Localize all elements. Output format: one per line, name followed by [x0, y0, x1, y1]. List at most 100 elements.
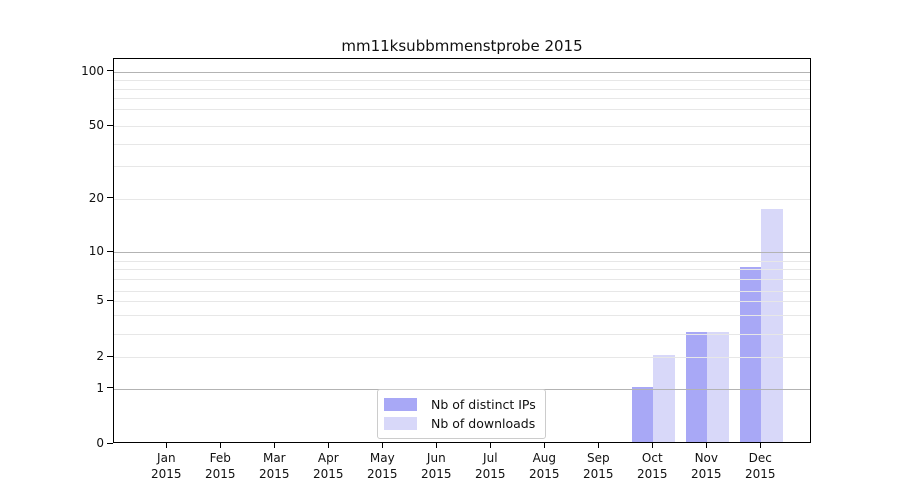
minor-gridline [114, 334, 810, 335]
x-tick-month: Feb [209, 451, 231, 465]
x-tick-mark [273, 443, 275, 448]
minor-gridline [114, 166, 810, 167]
x-tick-mark [759, 443, 761, 448]
minor-gridline [114, 301, 810, 302]
x-tick-mark [489, 443, 491, 448]
x-tick-month: Mar [262, 451, 286, 465]
bar-distinct-ips [739, 266, 762, 442]
legend-label: Nb of downloads [431, 416, 536, 431]
x-tick-year: 2015 [151, 467, 182, 481]
x-tick-label: Apr 2015 [300, 450, 356, 482]
gridlines-layer [114, 59, 810, 442]
x-tick-mark [651, 443, 653, 448]
x-tick-month: May [369, 451, 395, 465]
x-tick-year: 2015 [313, 467, 344, 481]
x-tick-month: Jul [483, 451, 498, 465]
minor-gridline [114, 80, 810, 81]
legend-item: Nb of downloads [384, 414, 536, 433]
legend-swatch [384, 417, 417, 430]
x-tick-month: Jan [157, 451, 176, 465]
y-tick-label: 2 [96, 349, 104, 363]
bars-layer [114, 59, 810, 442]
x-tick-label: Jan 2015 [138, 450, 194, 482]
y-tick-label: 100 [81, 63, 104, 78]
bar-distinct-ips [631, 386, 654, 442]
x-tick-year: 2015 [691, 467, 722, 481]
minor-gridline [114, 98, 810, 99]
x-tick-label: Sep 2015 [570, 450, 626, 482]
x-tick-mark [435, 443, 437, 448]
x-tick-mark [381, 443, 383, 448]
x-tick-year: 2015 [529, 467, 560, 481]
x-tick-month: Aug [532, 451, 557, 465]
minor-gridline [114, 315, 810, 316]
x-tick-month: Sep [586, 451, 610, 465]
x-tick-year: 2015 [205, 467, 236, 481]
x-tick-label: Aug 2015 [516, 450, 572, 482]
x-tick-month: Dec [748, 451, 772, 465]
y-tick-label: 5 [96, 293, 104, 307]
x-tick-year: 2015 [475, 467, 506, 481]
x-tick-mark [219, 443, 221, 448]
x-tick-label: Jul 2015 [462, 450, 518, 482]
minor-gridline [114, 290, 810, 292]
major-gridline [114, 71, 810, 73]
x-tick-mark [597, 443, 599, 448]
y-tick-mark [107, 442, 113, 444]
x-tick-year: 2015 [421, 467, 452, 481]
x-tick-mark [165, 443, 167, 448]
x-tick-label: Oct 2015 [624, 450, 680, 482]
y-tick-mark [107, 124, 113, 126]
y-tick-label: 0 [96, 436, 104, 450]
major-gridline [114, 252, 810, 253]
minor-gridline [114, 126, 810, 127]
bar-downloads [761, 209, 783, 442]
legend: Nb of distinct IPs Nb of downloads [377, 389, 546, 439]
x-tick-label: Jun 2015 [408, 450, 464, 482]
x-tick-year: 2015 [367, 467, 398, 481]
legend-label: Nb of distinct IPs [431, 397, 536, 412]
y-tick-mark [107, 250, 113, 252]
plot-area [113, 58, 811, 443]
x-tick-year: 2015 [583, 467, 614, 481]
x-tick-mark [705, 443, 707, 448]
x-tick-label: Feb 2015 [192, 450, 248, 482]
y-tick-label: 20 [88, 190, 104, 205]
y-tick-mark [107, 299, 113, 301]
y-tick-label: 50 [88, 118, 104, 132]
x-tick-year: 2015 [259, 467, 290, 481]
minor-gridline [114, 268, 810, 270]
x-tick-label: Nov 2015 [678, 450, 734, 482]
minor-gridline [114, 108, 810, 110]
legend-swatch [384, 398, 417, 411]
x-tick-label: Dec 2015 [732, 450, 788, 482]
bar-downloads [653, 355, 675, 442]
y-tick-mark [107, 387, 113, 389]
y-tick-mark [107, 197, 113, 199]
x-tick-month: Apr [317, 451, 339, 465]
bar-downloads [707, 332, 729, 442]
y-tick-mark [107, 355, 113, 357]
x-tick-year: 2015 [637, 467, 668, 481]
legend-item: Nb of distinct IPs [384, 395, 536, 414]
minor-gridline [114, 89, 810, 90]
minor-gridline [114, 143, 810, 145]
y-tick-label: 1 [96, 380, 104, 395]
x-tick-mark [327, 443, 329, 448]
bar-distinct-ips [685, 332, 708, 442]
x-tick-label: Mar 2015 [246, 450, 302, 482]
minor-gridline [114, 357, 810, 358]
x-tick-year: 2015 [745, 467, 776, 481]
y-tick-label: 10 [88, 244, 104, 258]
minor-gridline [114, 198, 810, 200]
x-tick-month: Jun [426, 451, 446, 465]
x-tick-month: Nov [694, 451, 718, 465]
minor-gridline [114, 278, 810, 280]
x-tick-month: Oct [641, 451, 663, 465]
chart-title: mm11ksubbmmenstprobe 2015 [341, 37, 583, 55]
minor-gridline [114, 260, 810, 262]
x-tick-mark [543, 443, 545, 448]
y-tick-mark [107, 70, 113, 72]
x-tick-label: May 2015 [354, 450, 410, 482]
